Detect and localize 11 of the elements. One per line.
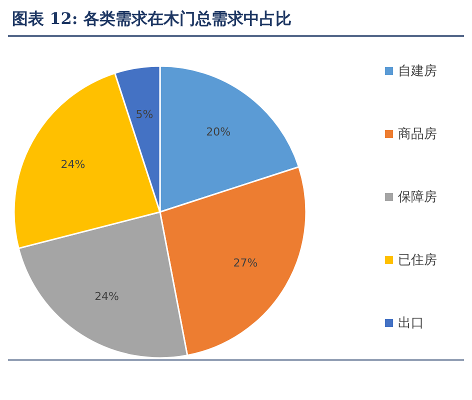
data-label: 24% [60,158,86,172]
legend-label: 出口 [398,316,424,331]
chart-title: 图表 12: 各类需求在木门总需求中占比 [12,9,292,28]
legend-label: 保障房 [398,189,437,205]
data-label: 20% [206,126,231,139]
data-label: 24% [94,290,120,303]
legend-label: 自建房 [398,63,437,79]
legend-label: 已住房 [398,252,437,268]
data-label: 5% [136,108,154,121]
legend-label: 商品房 [398,126,437,142]
data-label: 27% [233,256,258,270]
